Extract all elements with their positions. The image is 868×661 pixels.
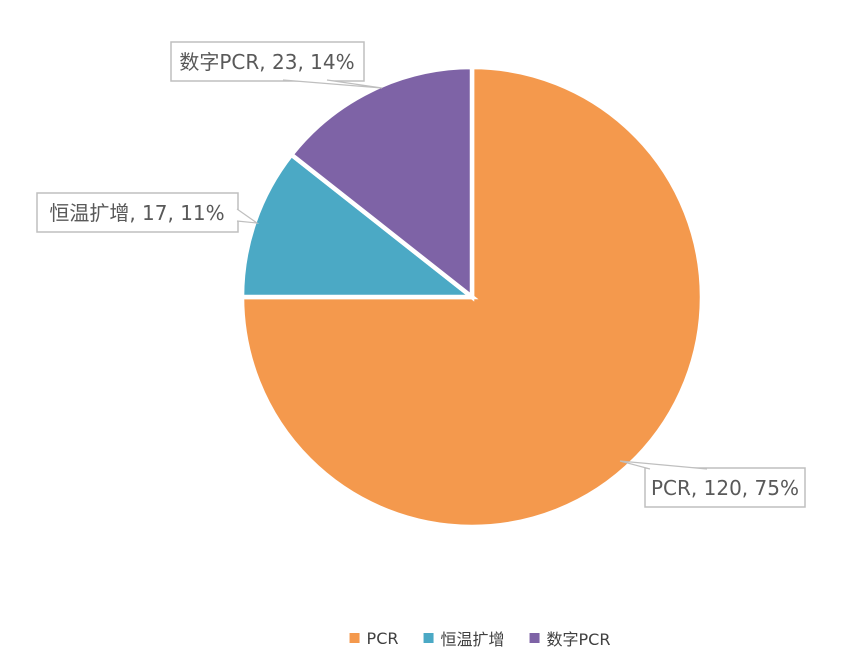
pie-slice-3[interactable] [288,64,475,302]
legend-item-pcr[interactable]: PCR [349,628,399,648]
legend-swatch-pcr [349,633,360,643]
legend-swatch-digital-pcr [529,633,540,643]
legend-item-digital-pcr[interactable]: 数字PCR [529,626,611,650]
legend-label-isothermal: 恒温扩增 [440,630,505,649]
callout-pcr: PCR, 120, 75% [619,460,806,508]
callout-box-isothermal[interactable] [36,192,239,233]
data-label-isothermal: 恒温扩增, 17, 11% [49,201,224,225]
legend-swatch-isothermal [423,633,434,643]
callout-digital-pcr: 数字PCR, 23, 14% [170,41,383,89]
legend: PCR 恒温扩增 数字PCR [349,626,611,650]
legend-item-isothermal[interactable]: 恒温扩增 [423,626,505,650]
callout-leader-isothermal [236,208,260,224]
callout-isothermal: 恒温扩增, 17, 11% [36,192,260,233]
callout-box-pcr[interactable] [644,467,806,508]
callout-leader-digital-pcr [282,79,383,89]
pie [239,64,705,530]
data-label-pcr: PCR, 120, 75% [651,476,799,500]
legend-label-pcr: PCR [366,628,399,648]
pie-slice-1[interactable] [239,64,705,530]
callout-leader-pcr [619,460,708,470]
data-label-digital-pcr: 数字PCR, 23, 14% [179,50,354,74]
legend-label-digital-pcr: 数字PCR [546,630,611,649]
callout-box-digital-pcr[interactable] [170,41,365,82]
